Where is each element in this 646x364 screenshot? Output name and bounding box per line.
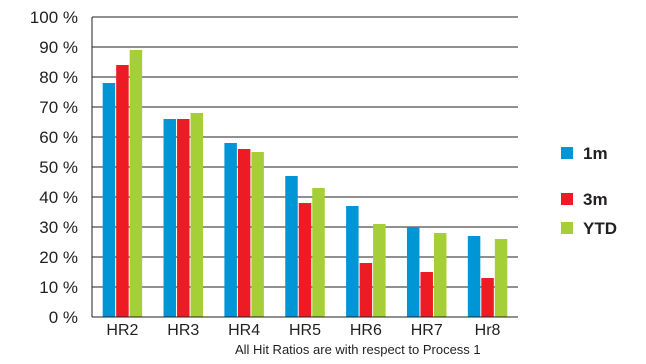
bar-YTD-HR7 bbox=[433, 233, 447, 317]
x-tick-label: HR5 bbox=[289, 322, 321, 339]
x-tick-label: Hr8 bbox=[475, 322, 501, 339]
legend-swatch-1m bbox=[561, 147, 573, 159]
y-tick-label: 80 % bbox=[39, 68, 78, 87]
bar-1m-HR5 bbox=[285, 176, 298, 317]
y-tick-label: 0 % bbox=[49, 308, 78, 327]
x-tick-label: HR2 bbox=[106, 322, 138, 339]
bar-YTD-HR4 bbox=[251, 152, 264, 317]
bar-1m-HR3 bbox=[163, 119, 177, 317]
y-tick-label: 30 % bbox=[39, 218, 78, 237]
x-tick-label: HR6 bbox=[350, 322, 382, 339]
y-tick-labels: 0 % 10 % 20 % 30 % 40 % 50 % 60 % 70 % 80 % 90 % 1… bbox=[30, 8, 78, 327]
legend-label-1m: 1m bbox=[583, 144, 608, 163]
x-tick-labels: HR2 HR3 HR4 HR5 HR6 HR7 Hr8 bbox=[106, 322, 500, 339]
y-tick-label: 50 % bbox=[39, 158, 78, 177]
y-tick-label: 40 % bbox=[39, 188, 78, 207]
x-tick-label: HR7 bbox=[411, 322, 443, 339]
legend-swatch-3m bbox=[561, 193, 573, 205]
y-tick-label: 10 % bbox=[39, 278, 78, 297]
bar-3m-HR7 bbox=[420, 272, 433, 317]
y-tick-label: 60 % bbox=[39, 128, 78, 147]
bar-1m-Hr8 bbox=[467, 236, 481, 317]
x-tick-label: HR3 bbox=[167, 322, 199, 339]
bar-1m-HR4 bbox=[224, 143, 237, 317]
y-tick-label: 100 % bbox=[30, 8, 78, 27]
y-tick-label: 70 % bbox=[39, 98, 78, 117]
bar-1m-HR6 bbox=[346, 206, 359, 317]
bar-YTD-HR5 bbox=[312, 188, 325, 317]
bar-3m-Hr8 bbox=[481, 278, 494, 317]
bar-3m-HR5 bbox=[298, 203, 312, 317]
legend-label-3m: 3m bbox=[583, 190, 608, 209]
bar-3m-HR6 bbox=[359, 263, 373, 317]
x-tick-label: HR4 bbox=[228, 322, 260, 339]
bar-3m-HR2 bbox=[116, 65, 129, 317]
bar-YTD-Hr8 bbox=[494, 239, 508, 317]
bar-3m-HR3 bbox=[177, 119, 190, 317]
y-tick-label: 90 % bbox=[39, 38, 78, 57]
legend-swatch-YTD bbox=[561, 222, 573, 234]
legend: 1m 3m YTD bbox=[561, 144, 617, 238]
gridlines bbox=[92, 16, 518, 288]
bar-1m-HR7 bbox=[406, 227, 420, 317]
legend-label-YTD: YTD bbox=[583, 219, 617, 238]
bar-YTD-HR3 bbox=[190, 113, 204, 317]
y-tick-label: 20 % bbox=[39, 248, 78, 267]
bars bbox=[102, 50, 508, 317]
axes bbox=[91, 17, 518, 318]
bar-YTD-HR6 bbox=[373, 224, 386, 317]
chart-annotation: All Hit Ratios are with respect to Proce… bbox=[235, 342, 481, 357]
bar-YTD-HR2 bbox=[129, 50, 143, 317]
bar-3m-HR4 bbox=[237, 149, 251, 317]
bar-1m-HR2 bbox=[102, 83, 116, 317]
